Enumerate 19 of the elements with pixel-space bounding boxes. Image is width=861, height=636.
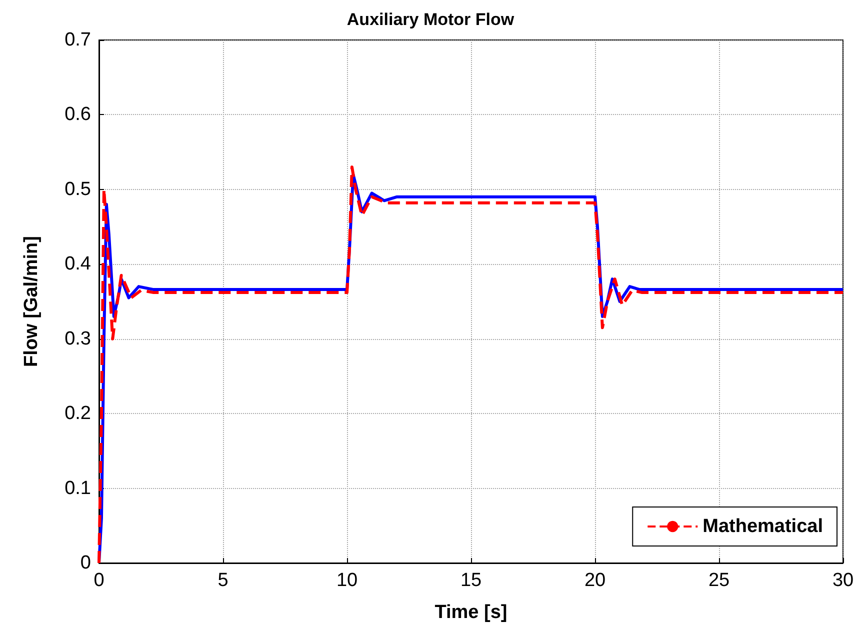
x-tick-label: 5: [218, 570, 228, 591]
chart-title: Auxiliary Motor Flow: [346, 10, 515, 29]
x-tick-label: 0: [94, 570, 104, 591]
y-tick-label: 0.3: [64, 328, 91, 350]
y-tick-label: 0.2: [64, 403, 91, 424]
legend-label: Mathematical: [702, 516, 823, 537]
y-tick-label: 0.6: [64, 104, 91, 126]
y-tick-label: 0.1: [64, 478, 91, 499]
x-axis-title: Time [s]: [434, 602, 508, 623]
y-axis-title: Flow [Gal/min]: [21, 236, 42, 367]
x-tick-label: 10: [336, 570, 358, 591]
y-tick-label: 0: [80, 552, 91, 574]
x-tick-label: 15: [460, 570, 482, 591]
y-tick-label: 0.7: [64, 30, 91, 50]
x-tick-label: 25: [708, 570, 730, 591]
y-tick-label: 0.5: [64, 178, 91, 200]
x-tick-label: 30: [832, 570, 854, 591]
y-tick-label: 0.4: [64, 254, 92, 275]
x-tick-label: 20: [584, 570, 606, 591]
